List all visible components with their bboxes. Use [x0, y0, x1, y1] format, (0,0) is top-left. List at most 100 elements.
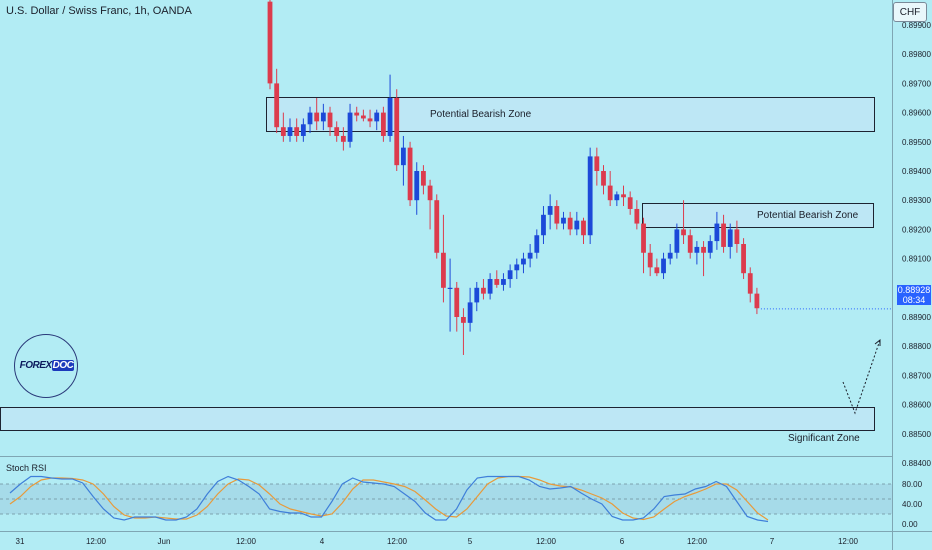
zone-label: Potential Bearish Zone — [757, 210, 859, 221]
candle-body — [287, 127, 293, 136]
candle-body — [527, 252, 533, 259]
candle-body — [621, 194, 626, 198]
candle-body — [407, 147, 413, 201]
stoch-rsi-label: Stoch RSI — [6, 463, 47, 473]
candle-body — [454, 287, 460, 317]
candle-body — [334, 127, 340, 136]
candle-body — [294, 127, 300, 136]
candle-body — [754, 293, 760, 309]
price-axis-label: 0.88900 — [902, 313, 931, 322]
candle-body — [314, 112, 320, 122]
time-axis-label: 12:00 — [86, 537, 107, 546]
candle-body — [674, 229, 680, 253]
candle-body — [421, 171, 426, 186]
candle-body — [267, 1, 273, 84]
price-axis-label: 0.89200 — [902, 225, 931, 234]
candle-body — [701, 246, 706, 253]
stoch-d-line — [9, 475, 769, 521]
candle-body — [434, 200, 440, 253]
time-axis-label: 12:00 — [687, 537, 708, 546]
price-axis-label: 0.88600 — [902, 401, 931, 410]
time-axis-label: 12:00 — [838, 537, 859, 546]
time-axis-label: 12:00 — [387, 537, 408, 546]
candle-body — [634, 208, 640, 224]
candle-body — [347, 112, 353, 142]
time-axis-label: 31 — [16, 537, 25, 546]
candle-body — [694, 246, 700, 253]
candle-body — [747, 273, 753, 294]
candle-body — [307, 112, 313, 125]
candle-body — [501, 279, 506, 285]
currency-button[interactable]: CHF — [893, 2, 927, 22]
candle-body — [607, 185, 613, 201]
time-axis-label: 12:00 — [236, 537, 257, 546]
candle-body — [727, 229, 733, 247]
bar-countdown: 08:34 — [902, 295, 926, 305]
current-price-tag: 0.88928 08:34 — [897, 285, 931, 305]
forexdoc-logo: FOREXDOC — [14, 334, 78, 398]
candle-body — [667, 252, 673, 259]
candle-body — [387, 98, 393, 136]
candle-body — [594, 156, 600, 171]
time-axis-label: 5 — [468, 537, 473, 546]
price-axis-label: 0.88500 — [902, 430, 931, 439]
candle-body — [380, 112, 386, 136]
candle-body — [340, 135, 346, 142]
candle-body — [374, 112, 380, 122]
price-axis-label: 0.89400 — [902, 167, 931, 176]
price-axis-label: 0.89600 — [902, 109, 931, 118]
stoch-axis-label: 80.00 — [902, 480, 923, 489]
candle-body — [707, 241, 713, 253]
zone-label: Potential Bearish Zone — [430, 109, 532, 120]
candle-body — [614, 194, 620, 201]
price-axis-label: 0.89300 — [902, 196, 931, 205]
candle-body — [327, 112, 333, 128]
candle-body — [367, 118, 373, 122]
price-axis-label: 0.89100 — [902, 255, 931, 264]
candle-body — [687, 235, 693, 253]
candle-body — [587, 156, 593, 236]
candle-body — [601, 171, 606, 186]
projection-path — [842, 339, 881, 415]
candle-body — [461, 317, 466, 323]
stoch-axis-label: 40.00 — [902, 500, 923, 509]
candle-body — [741, 244, 746, 274]
candle-body — [574, 220, 580, 230]
candle-body — [714, 223, 720, 242]
candle-body — [681, 229, 686, 236]
candle-body — [441, 252, 446, 288]
price-axis-label: 0.89500 — [902, 138, 931, 147]
candle-body — [360, 115, 366, 119]
zone-label: Significant Zone — [788, 433, 860, 444]
candle-body — [401, 147, 406, 166]
stoch-axis-label: 0.00 — [902, 520, 918, 529]
time-axis-label: 6 — [620, 537, 625, 546]
stoch-k-line — [9, 475, 769, 523]
candle-body — [581, 220, 586, 236]
candle-body — [481, 287, 486, 294]
projection-arrowhead — [874, 338, 881, 346]
candle-body — [394, 98, 400, 166]
price-axis-label: 0.88400 — [902, 459, 931, 468]
candle-body — [300, 124, 306, 136]
candle-body — [280, 127, 286, 136]
candle-body — [734, 229, 740, 244]
price-axis-label: 0.89700 — [902, 79, 931, 88]
candle-body — [494, 279, 500, 285]
candle-body — [641, 223, 646, 253]
price-axis-label: 0.89900 — [902, 21, 931, 30]
candle-body — [414, 171, 420, 201]
time-axis-label: 7 — [770, 537, 775, 546]
candle-body — [654, 267, 660, 274]
zone-box — [266, 97, 875, 132]
time-axis-label: 12:00 — [536, 537, 557, 546]
candle-body — [507, 270, 513, 280]
candle-body — [474, 287, 480, 303]
candle-body — [541, 214, 546, 236]
candle-body — [567, 217, 573, 230]
candle-body — [534, 235, 540, 253]
candle-body — [661, 258, 666, 274]
candle-body — [521, 258, 526, 265]
